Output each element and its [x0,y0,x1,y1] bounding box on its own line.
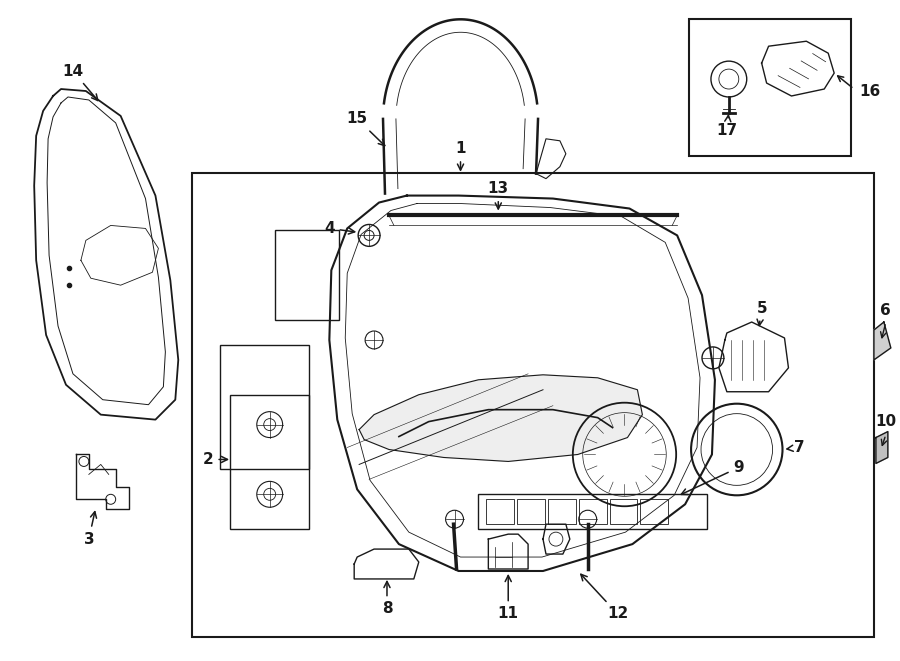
Text: 14: 14 [62,63,98,100]
Text: 12: 12 [580,574,628,621]
Bar [609,499,637,524]
Text: 1: 1 [455,141,466,170]
Text: 7: 7 [787,440,805,455]
Text: 16: 16 [859,83,880,98]
Text: 8: 8 [382,582,392,616]
Text: 5: 5 [756,301,767,326]
Text: 10: 10 [876,414,896,429]
Text: 4: 4 [324,221,355,236]
Text: 17: 17 [716,116,737,138]
Text: 11: 11 [498,576,518,621]
Bar [230,395,310,529]
Bar [518,499,545,524]
Bar [220,345,310,469]
Text: 2: 2 [202,452,228,467]
Bar [274,231,339,320]
Text: 9: 9 [681,460,744,494]
Bar [479,494,707,529]
Polygon shape [359,375,643,461]
Text: 6: 6 [880,303,891,317]
Text: 15: 15 [346,112,385,145]
Text: 13: 13 [488,181,508,209]
Bar [641,499,668,524]
Polygon shape [876,432,887,463]
Text: 3: 3 [84,512,96,547]
Polygon shape [874,322,891,360]
Bar [579,499,607,524]
Bar [486,499,514,524]
Bar [689,19,851,156]
Bar [193,173,874,637]
Bar [548,499,576,524]
